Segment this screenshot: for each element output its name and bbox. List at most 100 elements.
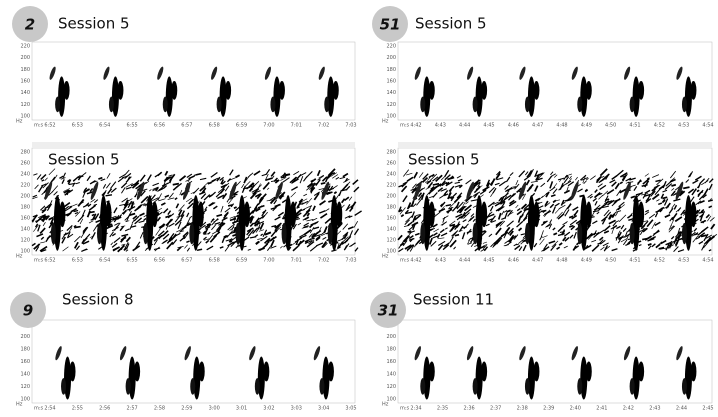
x-unit: m:s: [400, 258, 410, 264]
y-tick-label: 160: [386, 359, 396, 365]
call-side: [429, 81, 435, 100]
call-main: [580, 195, 587, 251]
x-tick-label: 7:03: [345, 258, 356, 264]
call-side: [481, 202, 487, 228]
x-tick-label: 3:03: [291, 406, 302, 412]
x-tick-label: 2:56: [99, 406, 110, 412]
call-side: [586, 81, 592, 100]
x-tick-label: 6:52: [44, 258, 55, 264]
call-main: [476, 195, 483, 251]
plot-area: [32, 42, 355, 120]
call-main: [54, 195, 61, 251]
call-low: [51, 223, 56, 244]
spectrogram-panel: 2802602402202001801601401201006:526:536:…: [16, 142, 362, 264]
call-main: [129, 357, 136, 400]
call-side: [481, 81, 487, 100]
call-main: [146, 195, 153, 251]
y-tick-label: 140: [20, 227, 30, 233]
x-tick-label: 2:37: [490, 406, 501, 412]
y-tick-label: 260: [386, 161, 396, 167]
session-label: Session 5: [408, 151, 480, 169]
x-tick-label: 3:01: [236, 406, 247, 412]
x-tick-label: 4:45: [483, 123, 494, 129]
session-label: Session 8: [62, 291, 134, 309]
noise-stroke: [648, 244, 652, 245]
noise-stroke: [482, 231, 485, 232]
x-tick-label: 7:00: [263, 258, 274, 264]
y-tick-label: 120: [386, 102, 396, 108]
panel-number: 9: [23, 302, 33, 320]
x-tick-label: 6:55: [126, 258, 137, 264]
call-low: [143, 223, 148, 244]
call-side: [290, 202, 296, 228]
x-tick-label: 2:43: [649, 406, 660, 412]
call-low: [126, 378, 131, 395]
x-tick-label: 4:50: [605, 258, 616, 264]
x-tick-label: 3:04: [318, 406, 329, 412]
call-main: [322, 357, 329, 400]
y-tick-label: 180: [386, 67, 396, 73]
call-low: [525, 378, 530, 395]
x-tick-label: 4:49: [581, 123, 592, 129]
x-tick-label: 4:47: [532, 123, 543, 129]
call-main: [285, 195, 292, 251]
call-low: [109, 97, 114, 113]
call-main: [633, 195, 640, 251]
noise-stroke: [523, 240, 526, 241]
y-tick-label: 200: [386, 334, 396, 340]
x-tick-label: 2:57: [126, 406, 137, 412]
x-unit: m:s: [400, 123, 410, 129]
call-low: [473, 97, 478, 113]
y-tick-label: 220: [386, 183, 396, 189]
x-tick-label: 2:38: [517, 406, 528, 412]
call-low: [61, 378, 66, 395]
x-tick-label: 7:02: [318, 123, 329, 129]
y-tick-label: 220: [386, 44, 396, 50]
panel-number: 31: [378, 302, 399, 320]
call-side: [336, 202, 342, 228]
noise-stroke: [683, 187, 689, 188]
y-tick-label: 120: [20, 384, 30, 390]
call-low: [235, 223, 240, 244]
x-tick-label: 6:57: [181, 258, 192, 264]
call-low: [420, 223, 425, 244]
x-tick-label: 6:53: [72, 123, 83, 129]
call-low: [577, 378, 582, 395]
x-tick-label: 6:54: [99, 258, 110, 264]
y-tick-label: 220: [20, 44, 30, 50]
call-main: [258, 357, 265, 400]
call-side: [117, 81, 123, 100]
y-tick-label: 120: [20, 102, 30, 108]
call-side: [481, 362, 487, 382]
call-low: [525, 97, 530, 113]
call-main: [528, 357, 535, 400]
x-tick-label: 6:58: [209, 123, 220, 129]
x-tick-label: 6:59: [236, 123, 247, 129]
x-tick-label: 7:02: [318, 258, 329, 264]
y-tick-label: 180: [386, 205, 396, 211]
x-tick-label: 6:59: [236, 258, 247, 264]
y-tick-label: 120: [386, 384, 396, 390]
noise-stroke: [208, 182, 212, 183]
call-main: [685, 357, 692, 400]
call-main: [423, 195, 430, 251]
x-tick-label: 6:52: [44, 123, 55, 129]
call-low: [163, 97, 168, 113]
call-side: [134, 362, 140, 382]
x-tick-label: 2:44: [676, 406, 687, 412]
y-tick-label: 140: [386, 90, 396, 96]
y-tick-label: 120: [20, 238, 30, 244]
call-low: [630, 223, 635, 244]
y-tick-label: 160: [20, 216, 30, 222]
x-tick-label: 4:44: [459, 123, 470, 129]
spectrogram-panel: 2202001801601401201002:542:552:562:572:5…: [10, 291, 357, 412]
y-unit: Hz: [16, 254, 23, 260]
call-main: [685, 195, 692, 251]
panel-number: 2: [25, 16, 35, 34]
y-tick-label: 200: [386, 55, 396, 61]
call-main: [580, 76, 587, 117]
noise-stroke: [106, 195, 112, 196]
call-side: [64, 81, 70, 100]
call-side: [198, 202, 204, 228]
